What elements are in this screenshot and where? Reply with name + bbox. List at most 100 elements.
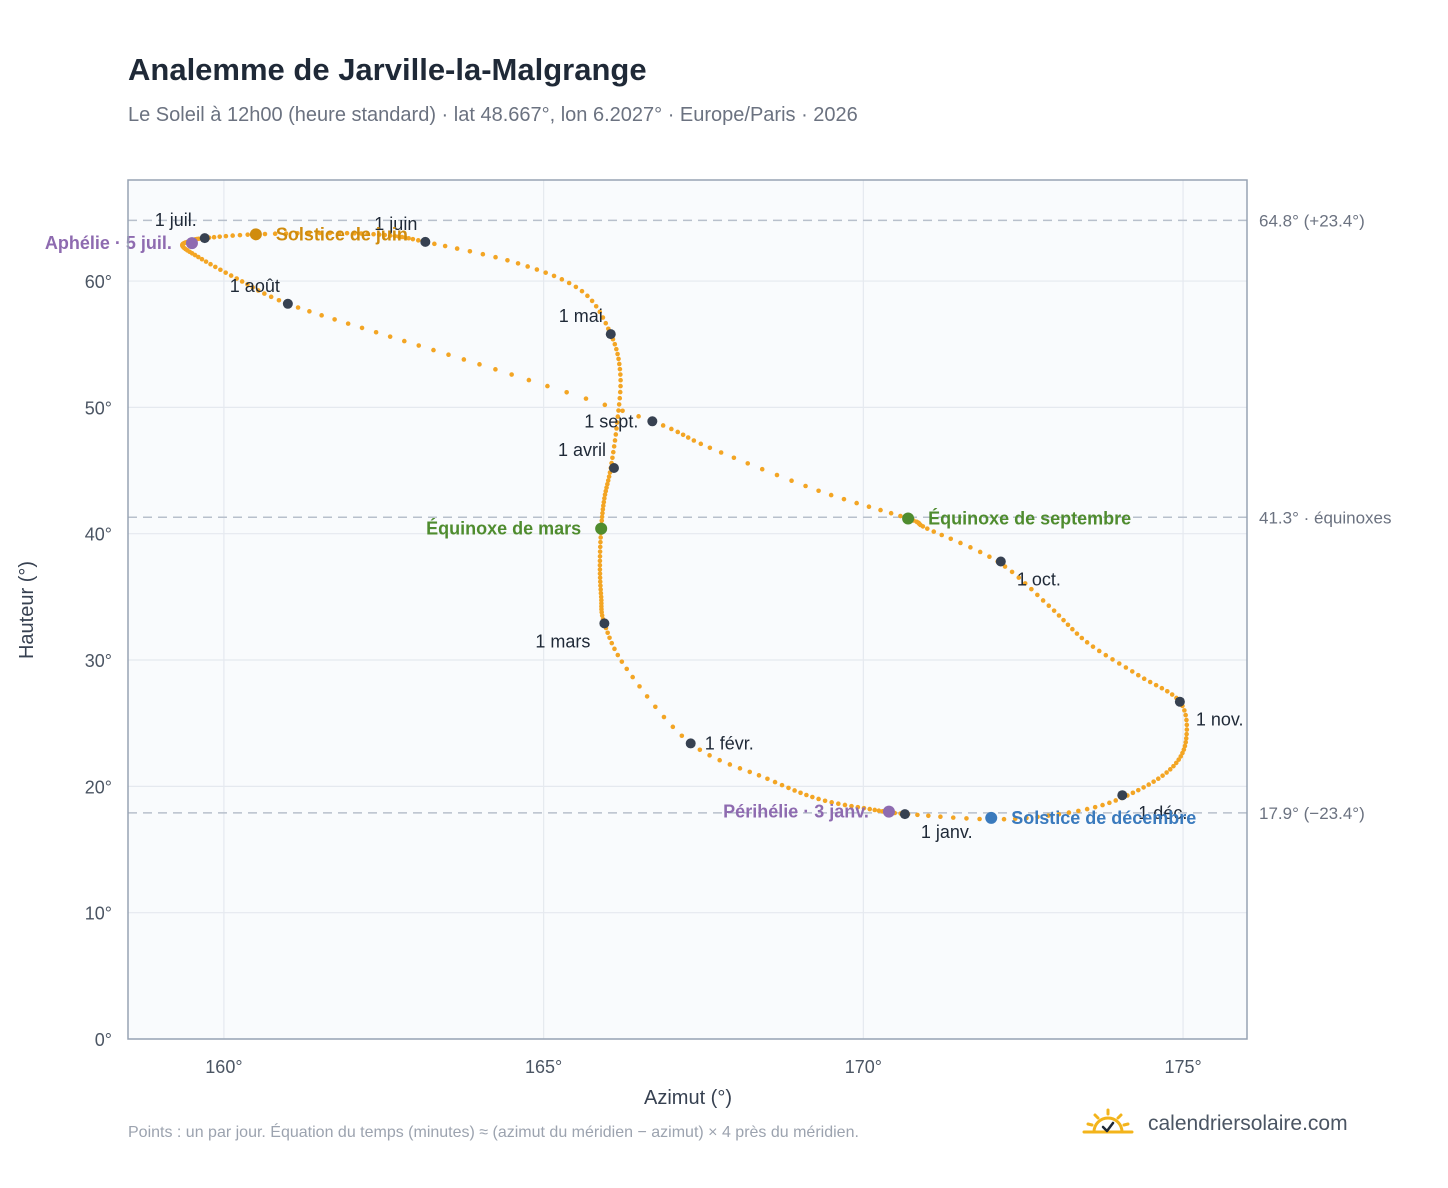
day-point bbox=[477, 362, 482, 367]
day-point bbox=[1070, 626, 1075, 632]
day-point bbox=[679, 733, 685, 739]
day-point bbox=[1056, 811, 1062, 817]
day-point bbox=[1129, 669, 1135, 674]
day-point bbox=[402, 235, 408, 240]
day-point bbox=[1182, 743, 1188, 749]
day-point bbox=[866, 504, 872, 510]
day-point bbox=[613, 432, 619, 437]
day-point bbox=[600, 510, 605, 516]
day-point bbox=[816, 488, 821, 494]
day-point bbox=[828, 492, 834, 498]
day-point bbox=[579, 288, 585, 294]
day-point bbox=[765, 776, 770, 782]
day-point bbox=[446, 352, 451, 358]
day-point bbox=[786, 785, 791, 791]
day-point bbox=[605, 478, 611, 483]
day-point bbox=[1056, 613, 1062, 618]
day-point bbox=[614, 420, 620, 425]
event-label: Aphélie · 5 juil. bbox=[45, 233, 172, 253]
day-point bbox=[406, 235, 411, 241]
month-marker bbox=[599, 618, 610, 629]
day-point bbox=[1029, 586, 1034, 592]
day-point bbox=[939, 532, 945, 538]
day-point bbox=[612, 646, 617, 652]
day-point bbox=[756, 773, 762, 778]
day-point bbox=[295, 305, 301, 310]
x-tick-label: 170° bbox=[845, 1057, 882, 1077]
day-point bbox=[1167, 767, 1173, 772]
day-point bbox=[295, 230, 300, 236]
event-markers: Solstice de juin Aphélie · 5 juil. Équinox… bbox=[45, 224, 1196, 828]
y-axis-ticks: 0° 10° 20° 30° 40° 50° 60° bbox=[85, 272, 112, 1050]
month-label: 1 janv. bbox=[921, 822, 973, 842]
day-point bbox=[208, 261, 213, 267]
day-point bbox=[480, 251, 486, 257]
grid-lines bbox=[128, 180, 1247, 1040]
day-point bbox=[792, 788, 797, 793]
day-point bbox=[602, 492, 608, 497]
day-point bbox=[602, 402, 608, 408]
day-point bbox=[1035, 592, 1040, 598]
day-point bbox=[1135, 672, 1141, 678]
day-point bbox=[618, 372, 623, 377]
day-point bbox=[1022, 581, 1028, 586]
day-point bbox=[467, 248, 473, 254]
day-point bbox=[1147, 679, 1153, 685]
day-point bbox=[1035, 814, 1040, 820]
day-point bbox=[597, 567, 603, 572]
day-point bbox=[1123, 665, 1129, 670]
event-label: Périhélie · 3 janv. bbox=[723, 802, 869, 822]
x-axis-ticks: 160° 165° 170° 175° bbox=[205, 1057, 1201, 1077]
day-point bbox=[977, 816, 982, 822]
event-label: Solstice de juin bbox=[276, 224, 408, 244]
day-point bbox=[1183, 712, 1188, 718]
day-point bbox=[759, 466, 765, 472]
day-point bbox=[964, 816, 969, 821]
month-markers: 1 janv. 1 févr. 1 mars 1 avril 1 mai 1 juin 1 … bbox=[155, 210, 1244, 842]
day-point bbox=[614, 346, 619, 352]
y-tick-label: 60° bbox=[85, 272, 112, 292]
month-marker bbox=[995, 556, 1006, 567]
day-point bbox=[779, 782, 785, 788]
day-point bbox=[272, 231, 278, 237]
day-point bbox=[772, 779, 778, 785]
day-point bbox=[624, 666, 630, 672]
day-point bbox=[605, 630, 610, 636]
reference-line-label: 17.9° (−23.4°) bbox=[1259, 804, 1365, 823]
day-point bbox=[245, 232, 250, 237]
event-marker bbox=[902, 512, 915, 525]
day-point bbox=[1016, 575, 1022, 580]
day-point bbox=[603, 320, 609, 326]
day-point bbox=[461, 357, 467, 362]
day-point bbox=[600, 507, 606, 512]
day-point bbox=[611, 444, 617, 449]
day-point bbox=[505, 257, 510, 263]
day-point bbox=[352, 231, 357, 236]
day-point bbox=[697, 747, 703, 753]
day-point bbox=[1135, 787, 1141, 793]
day-point bbox=[737, 766, 743, 771]
y-tick-label: 0° bbox=[95, 1030, 112, 1050]
day-point bbox=[392, 233, 398, 239]
day-point bbox=[603, 488, 609, 494]
day-point bbox=[559, 277, 565, 282]
chart-subtitle: Le Soleil à 12h00 (heure standard) · lat… bbox=[128, 104, 858, 126]
day-point bbox=[1141, 676, 1147, 682]
day-point bbox=[509, 372, 514, 377]
day-point bbox=[551, 273, 557, 279]
chart-title: Analemme de Jarville-la-Malgrange bbox=[128, 52, 647, 87]
day-point bbox=[415, 238, 421, 243]
day-point bbox=[213, 264, 218, 270]
day-point bbox=[250, 285, 256, 290]
day-point bbox=[842, 802, 848, 808]
day-point bbox=[605, 481, 610, 487]
day-point bbox=[218, 267, 223, 273]
day-point bbox=[987, 554, 992, 559]
day-point bbox=[745, 461, 751, 466]
day-point bbox=[803, 483, 808, 489]
day-point bbox=[872, 807, 878, 813]
event-label: Équinoxe de septembre bbox=[928, 508, 1131, 529]
day-point bbox=[950, 815, 956, 820]
day-point bbox=[1164, 689, 1170, 694]
brand[interactable]: calendriersolaire.com bbox=[1082, 1104, 1348, 1144]
